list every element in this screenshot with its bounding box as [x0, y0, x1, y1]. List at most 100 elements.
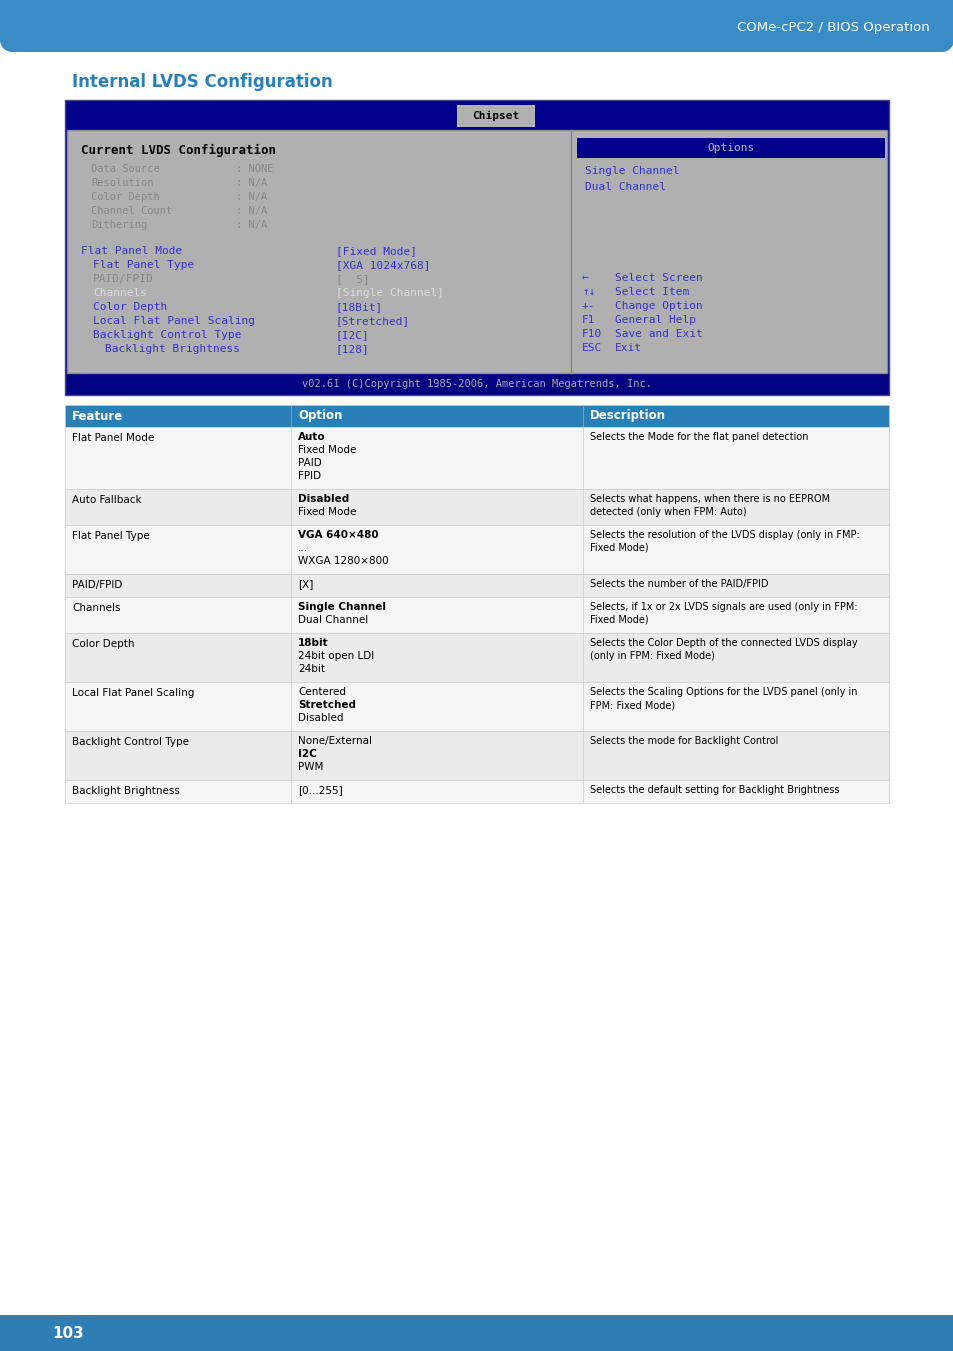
- Text: Options: Options: [706, 143, 754, 153]
- Text: F1: F1: [581, 315, 595, 326]
- Text: 18bit: 18bit: [297, 638, 328, 648]
- Text: Auto: Auto: [297, 432, 325, 442]
- Text: Select Screen: Select Screen: [615, 273, 702, 282]
- Text: Fixed Mode): Fixed Mode): [589, 543, 648, 553]
- Text: Backlight Control Type: Backlight Control Type: [71, 738, 189, 747]
- Text: detected (only when FPM: Auto): detected (only when FPM: Auto): [589, 507, 746, 517]
- Text: ...: ...: [297, 543, 308, 553]
- Text: Fixed Mode): Fixed Mode): [589, 615, 648, 626]
- Text: I2C: I2C: [297, 748, 316, 759]
- Text: 24bit: 24bit: [297, 663, 325, 674]
- Bar: [456, 105, 535, 127]
- Circle shape: [0, 28, 24, 51]
- Text: Selects the resolution of the LVDS display (only in FMP:: Selects the resolution of the LVDS displ…: [589, 530, 859, 540]
- Text: Resolution: Resolution: [91, 178, 153, 188]
- Text: Fixed Mode: Fixed Mode: [297, 507, 356, 517]
- Text: : N/A: : N/A: [235, 220, 267, 230]
- Circle shape: [929, 28, 953, 51]
- Text: Selects the Color Depth of the connected LVDS display: Selects the Color Depth of the connected…: [589, 638, 857, 648]
- Text: Description: Description: [589, 409, 665, 423]
- Bar: [65, 597, 888, 634]
- Text: Selects the Scaling Options for the LVDS panel (only in: Selects the Scaling Options for the LVDS…: [589, 688, 857, 697]
- Text: None/External: None/External: [297, 736, 372, 746]
- Text: : N/A: : N/A: [235, 178, 267, 188]
- Text: Selects the default setting for Backlight Brightness: Selects the default setting for Backligh…: [589, 785, 839, 794]
- Text: Selects the number of the PAID/FPID: Selects the number of the PAID/FPID: [589, 580, 768, 589]
- Text: Flat Panel Type: Flat Panel Type: [92, 259, 194, 270]
- Text: [Fixed Mode]: [Fixed Mode]: [335, 246, 416, 255]
- Text: [18Bit]: [18Bit]: [335, 303, 383, 312]
- Text: Option: Option: [297, 409, 342, 423]
- Bar: [12, 0, 941, 51]
- Bar: [577, 138, 884, 158]
- Text: VGA 640×480: VGA 640×480: [297, 530, 378, 540]
- Text: Data Source: Data Source: [91, 163, 159, 174]
- Text: : N/A: : N/A: [235, 192, 267, 203]
- Text: Selects the mode for Backlight Control: Selects the mode for Backlight Control: [589, 736, 778, 746]
- Text: Feature: Feature: [71, 409, 123, 423]
- Bar: [65, 427, 888, 489]
- Text: PWM: PWM: [297, 762, 323, 771]
- Text: Color Depth: Color Depth: [71, 639, 134, 648]
- Text: (only in FPM: Fixed Mode): (only in FPM: Fixed Mode): [589, 651, 714, 661]
- Bar: [0, 1315, 953, 1351]
- Text: Single Channel: Single Channel: [297, 603, 386, 612]
- Text: Channels: Channels: [71, 603, 120, 613]
- Text: Selects the Mode for the flat panel detection: Selects the Mode for the flat panel dete…: [589, 432, 807, 442]
- Bar: [65, 634, 888, 682]
- Text: COMe-cPC2 / BIOS Operation: COMe-cPC2 / BIOS Operation: [737, 22, 929, 35]
- Text: Disabled: Disabled: [297, 713, 343, 723]
- Text: Selects, if 1x or 2x LVDS signals are used (only in FPM:: Selects, if 1x or 2x LVDS signals are us…: [589, 603, 857, 612]
- Text: Color Depth: Color Depth: [92, 303, 167, 312]
- Text: Channels: Channels: [92, 288, 147, 299]
- Text: : NONE: : NONE: [235, 163, 274, 174]
- Text: v02.61 (C)Copyright 1985-2006, American Megatrends, Inc.: v02.61 (C)Copyright 1985-2006, American …: [302, 380, 651, 389]
- Text: PAID/FPID: PAID/FPID: [92, 274, 153, 284]
- Text: 24bit open LDI: 24bit open LDI: [297, 651, 374, 661]
- Text: Dithering: Dithering: [91, 220, 147, 230]
- Bar: [65, 574, 888, 597]
- Text: [128]: [128]: [335, 345, 370, 354]
- Text: [X]: [X]: [297, 580, 313, 589]
- Text: Auto Fallback: Auto Fallback: [71, 494, 141, 505]
- Text: Flat Panel Mode: Flat Panel Mode: [71, 434, 154, 443]
- Text: F10: F10: [581, 330, 601, 339]
- Bar: [65, 731, 888, 780]
- Text: 103: 103: [52, 1325, 84, 1340]
- Text: Select Item: Select Item: [615, 286, 688, 297]
- Text: Current LVDS Configuration: Current LVDS Configuration: [81, 145, 275, 157]
- Text: Dual Channel: Dual Channel: [297, 615, 368, 626]
- Text: [I2C]: [I2C]: [335, 330, 370, 340]
- Bar: [65, 682, 888, 731]
- Bar: [65, 405, 888, 427]
- Bar: [67, 130, 886, 373]
- Text: Change Option: Change Option: [615, 301, 702, 311]
- Bar: [65, 489, 888, 526]
- Text: +-: +-: [581, 301, 595, 311]
- Text: [Stretched]: [Stretched]: [335, 316, 410, 326]
- Text: Backlight Brightness: Backlight Brightness: [105, 345, 240, 354]
- Text: Stretched: Stretched: [297, 700, 355, 711]
- Text: Local Flat Panel Scaling: Local Flat Panel Scaling: [71, 688, 194, 698]
- Text: ↑↓: ↑↓: [581, 286, 595, 297]
- Text: Backlight Brightness: Backlight Brightness: [71, 786, 180, 796]
- Bar: [65, 100, 888, 394]
- Text: Color Depth: Color Depth: [91, 192, 159, 203]
- Text: FPM: Fixed Mode): FPM: Fixed Mode): [589, 700, 675, 711]
- Text: Local Flat Panel Scaling: Local Flat Panel Scaling: [92, 316, 254, 326]
- Text: Backlight Control Type: Backlight Control Type: [92, 330, 241, 340]
- Text: Selects what happens, when there is no EEPROM: Selects what happens, when there is no E…: [589, 494, 829, 504]
- Text: PAID/FPID: PAID/FPID: [71, 580, 122, 590]
- Text: Single Channel: Single Channel: [584, 166, 679, 176]
- Bar: [65, 526, 888, 574]
- Text: Flat Panel Mode: Flat Panel Mode: [81, 246, 182, 255]
- Text: [0...255]: [0...255]: [297, 785, 342, 794]
- Text: WXGA 1280×800: WXGA 1280×800: [297, 557, 388, 566]
- Text: [  5]: [ 5]: [335, 274, 370, 284]
- Text: [Single Channel]: [Single Channel]: [335, 288, 443, 299]
- Text: FPID: FPID: [297, 471, 321, 481]
- Text: General Help: General Help: [615, 315, 696, 326]
- Text: Dual Channel: Dual Channel: [584, 182, 665, 192]
- Bar: [0, 0, 953, 41]
- Text: [XGA 1024x768]: [XGA 1024x768]: [335, 259, 430, 270]
